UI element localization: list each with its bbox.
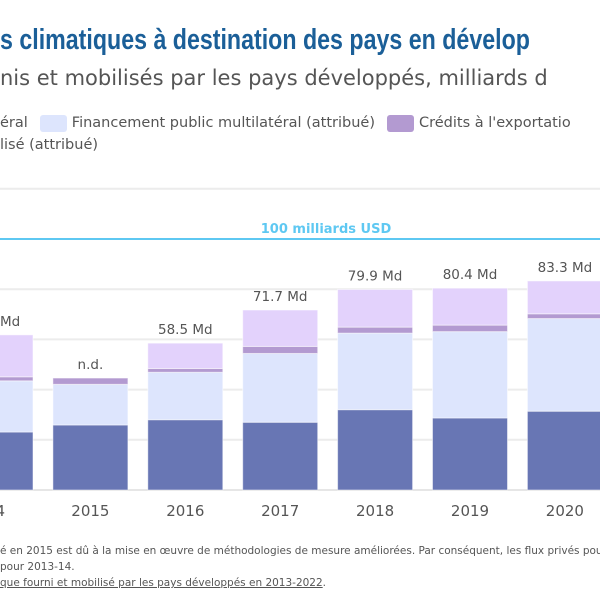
bar-segment-2019-s0: [432, 417, 508, 491]
footnote-line-1: é en 2015 est dû à la mise en œuvre de m…: [0, 545, 600, 557]
legend-swatch-export-credits: [386, 114, 414, 132]
bar-segment-2015-s0: [52, 424, 129, 491]
bar-segment-2014-s0: [0, 431, 34, 491]
bar-segment-2017-s3: [242, 309, 319, 347]
source-link[interactable]: que fourni et mobilisé par les pays déve…: [0, 577, 323, 589]
total-label-2014: Md: [0, 314, 20, 330]
total-label-2019: 80.4 Md: [443, 267, 498, 283]
x-tick-label-2017: 2017: [261, 502, 299, 520]
bar-segment-2014-s3: [0, 334, 34, 378]
bar-segment-2017-s0: [242, 421, 319, 491]
bar-segment-2016-s0: [147, 419, 224, 491]
x-tick-label-2014: 14: [0, 502, 5, 520]
footnotes: é en 2015 est dû à la mise en œuvre de m…: [0, 543, 600, 591]
legend-label-private[interactable]: lisé (attribué): [0, 137, 99, 153]
bar-segment-2017-s1: [242, 352, 319, 423]
bar-segment-2018-s0: [337, 409, 414, 491]
bar-segment-2020-s0: [526, 410, 600, 491]
bar-segment-2019-s1: [432, 331, 508, 419]
x-tick-label-2018: 2018: [356, 502, 394, 520]
x-tick-label-2020: 2020: [546, 502, 584, 520]
bar-segment-2020-s3: [526, 280, 600, 315]
bar-segment-2016-s2: [147, 368, 224, 373]
total-label-2016: 58.5 Md: [158, 322, 213, 338]
legend-label-bilateral[interactable]: éral: [0, 115, 28, 131]
bar-segment-2018-s3: [337, 288, 414, 328]
total-label-2020: 83.3 Md: [538, 260, 593, 276]
legend: éral Financement public multilatéral (at…: [0, 112, 571, 156]
legend-swatch-multilateral: [39, 114, 67, 132]
bar-segment-2016-s3: [147, 342, 224, 370]
bar-segment-2015-s1: [52, 383, 129, 426]
bar-segment-2014-s2: [0, 376, 34, 382]
legend-label-export-credits[interactable]: Crédits à l'exportatio: [418, 115, 571, 131]
bar-segment-2020-s2: [526, 313, 600, 320]
footnote-line-2: pour 2013-14.: [0, 561, 75, 573]
x-tick-label-2015: 2015: [71, 502, 109, 520]
reference-line-label: 100 milliards USD: [261, 222, 392, 237]
bar-segment-2019-s3: [432, 287, 508, 326]
source-period: .: [322, 577, 327, 589]
legend-label-multilateral[interactable]: Financement public multilatéral (attribu…: [71, 115, 375, 131]
bar-segment-2018-s2: [337, 326, 414, 334]
x-tick-label-2016: 2016: [166, 502, 204, 520]
bar-segment-2015-s2: [52, 377, 129, 385]
bar-segment-2016-s1: [147, 371, 224, 421]
bar-segment-2017-s2: [242, 345, 319, 354]
bar-segment-2014-s1: [0, 380, 34, 433]
total-label-2018: 79.9 Md: [348, 268, 403, 284]
x-tick-label-2019: 2019: [451, 502, 489, 520]
chart-title: s climatiques à destination des pays en …: [0, 24, 530, 56]
bar-segment-2018-s1: [337, 332, 414, 411]
total-label-2015: n.d.: [78, 357, 104, 373]
bar-segment-2019-s2: [432, 324, 508, 333]
chart-subtitle: nis et mobilisés par les pays développés…: [0, 66, 548, 90]
total-label-2017: 71.7 Md: [253, 289, 308, 305]
bar-segment-2020-s1: [526, 318, 600, 412]
